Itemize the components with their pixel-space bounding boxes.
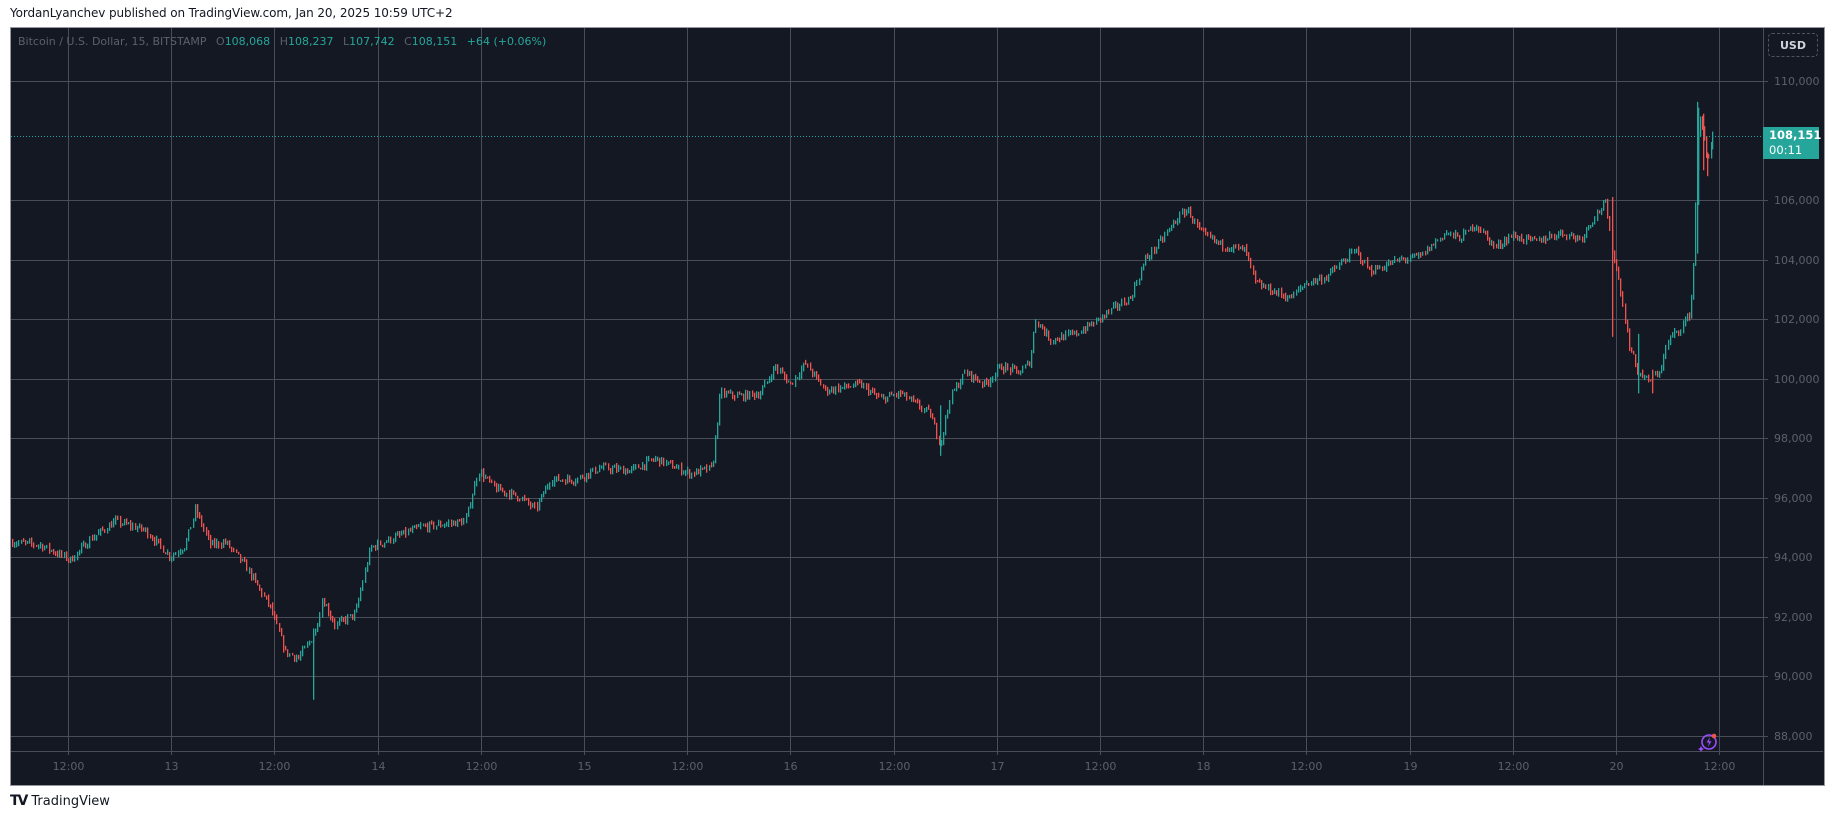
footer-branding[interactable]: TV TradingView: [10, 793, 110, 809]
low-value: 107,742: [349, 35, 395, 48]
price-tick-label: 100,000: [1774, 372, 1820, 386]
price-tick-label: 104,000: [1774, 253, 1820, 267]
time-tick-label: 17: [990, 760, 1005, 773]
change-value: +64 (+0.06%): [466, 35, 547, 48]
price-tick-label: 106,000: [1774, 193, 1820, 207]
price-tick-label: 92,000: [1774, 610, 1813, 624]
time-tick-label: 12:00: [1084, 760, 1117, 773]
time-tick-label: 15: [577, 760, 592, 773]
chart-panel[interactable]: [10, 27, 1825, 786]
symbol-legend: Bitcoin / U.S. Dollar, 15, BITSTAMP O108…: [18, 35, 547, 48]
price-tick-label: 102,000: [1774, 312, 1820, 326]
price-tick-label: 88,000: [1774, 729, 1813, 743]
time-tick-label: 19: [1403, 760, 1418, 773]
last-price: 108,151: [1769, 128, 1822, 142]
time-tick-label: 16: [783, 760, 798, 773]
time-tick-label: 18: [1196, 760, 1211, 773]
time-tick-label: 12:00: [1703, 760, 1736, 773]
high-value: 108,237: [287, 35, 334, 48]
time-tick-label: 12:00: [671, 760, 704, 773]
time-tick-label: 12:00: [465, 760, 498, 773]
last-price-label: 108,151 00:11: [1763, 127, 1822, 159]
close-value: 108,151: [411, 35, 458, 48]
candlestick-chart[interactable]: [11, 28, 1824, 785]
time-tick-label: 12:00: [1497, 760, 1530, 773]
assistant-lightning-icon[interactable]: [1697, 731, 1719, 753]
price-tick-label: 110,000: [1774, 74, 1820, 88]
symbol-name: Bitcoin / U.S. Dollar, 15, BITSTAMP: [18, 35, 207, 48]
brand-name: TradingView: [31, 793, 110, 809]
time-tick-label: 13: [164, 760, 179, 773]
time-tick-label: 12:00: [878, 760, 911, 773]
time-tick-label: 12:00: [1290, 760, 1323, 773]
price-tick-label: 96,000: [1774, 491, 1813, 505]
publisher-line: YordanLyanchev published on TradingView.…: [10, 6, 453, 20]
price-tick-label: 90,000: [1774, 669, 1813, 683]
price-tick-label: 94,000: [1774, 550, 1813, 564]
tradingview-logo-icon: TV: [10, 793, 28, 809]
currency-button[interactable]: USD: [1768, 33, 1818, 57]
time-tick-label: 12:00: [258, 760, 291, 773]
open-value: 108,068: [224, 35, 271, 48]
time-tick-label: 14: [371, 760, 386, 773]
time-tick-label: 12:00: [52, 760, 85, 773]
bar-countdown: 00:11: [1769, 143, 1803, 157]
time-tick-label: 20: [1609, 760, 1624, 773]
price-tick-label: 98,000: [1774, 431, 1813, 445]
